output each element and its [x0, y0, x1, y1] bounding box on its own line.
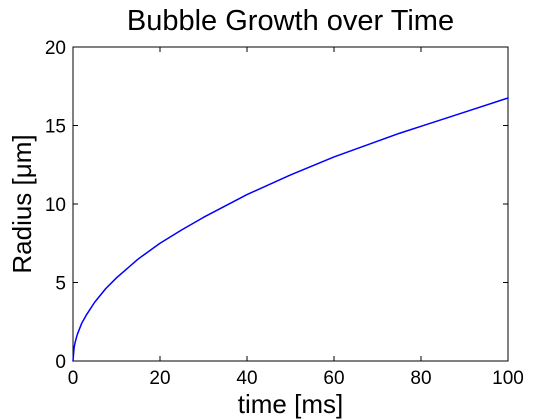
plot-area: [72, 46, 509, 362]
series-line: [72, 97, 509, 362]
y-tick-label: 20: [45, 38, 66, 59]
y-axis-ticks: 0 5 10 15 20: [45, 38, 508, 373]
series-layer: [72, 97, 509, 362]
y-axis-label: Radius [μm]: [7, 134, 37, 273]
x-tick-label: 0: [68, 368, 79, 389]
x-tick-label: 40: [236, 368, 257, 389]
x-tick-label: 60: [323, 368, 344, 389]
y-tick-label: 0: [55, 352, 66, 373]
x-tick-label: 100: [492, 368, 524, 389]
x-tick-label: 80: [410, 368, 431, 389]
x-axis-ticks: 0 20 40 60 80 100: [68, 47, 524, 389]
y-tick-label: 15: [45, 117, 66, 138]
y-tick-label: 10: [45, 195, 66, 216]
x-tick-label: 20: [149, 368, 170, 389]
chart-title: Bubble Growth over Time: [127, 5, 454, 37]
y-tick-label: 5: [55, 274, 66, 295]
x-axis-label: time [ms]: [238, 389, 343, 419]
